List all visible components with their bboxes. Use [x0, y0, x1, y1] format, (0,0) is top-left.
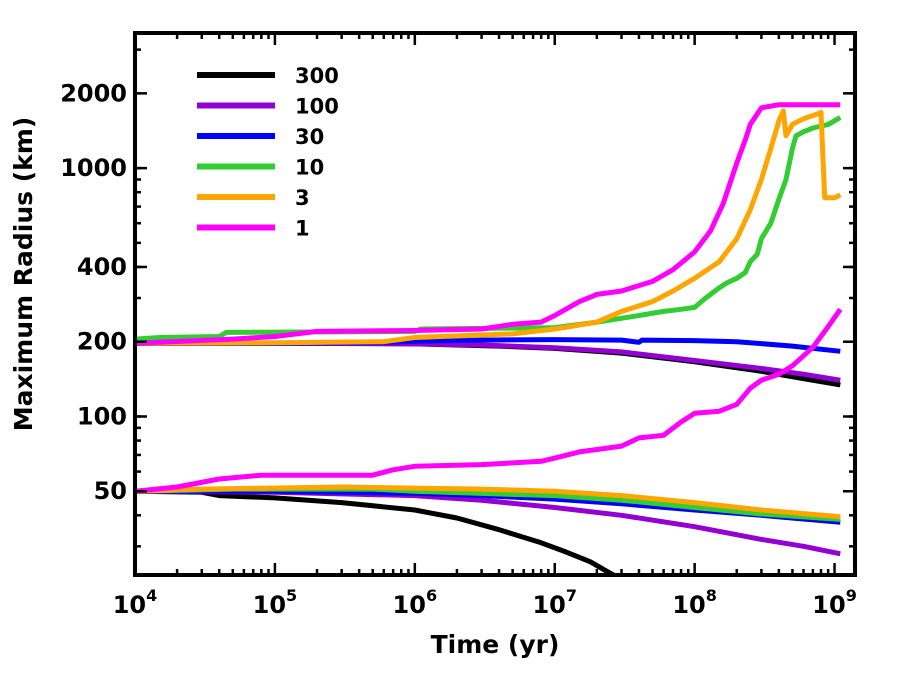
y-tick-label: 2000	[60, 79, 127, 107]
x-tick-label: 107	[532, 586, 577, 619]
series-layer	[135, 102, 843, 575]
legend-item-100: 100	[197, 95, 339, 119]
legend-label: 3	[295, 186, 310, 210]
series-line-1-high	[135, 102, 841, 346]
ticks-layer: 104 105 106 107 108 109 50 100 200 400 1000 2000	[60, 33, 857, 619]
series-line-300-low	[135, 488, 617, 575]
legend-label: 1	[295, 217, 310, 241]
y-tick-label: 400	[77, 253, 127, 281]
legend-label: 30	[295, 125, 324, 149]
legend-item-10: 10	[197, 156, 324, 180]
series-line-100-high	[135, 340, 841, 383]
x-tick-label: 109	[812, 586, 857, 619]
y-axis-title: Maximum Radius (km)	[9, 117, 38, 432]
y-tick-label: 200	[77, 328, 127, 356]
series-line-3-low	[135, 484, 841, 520]
plot-frame	[133, 31, 857, 577]
x-tick-label: 106	[393, 586, 438, 619]
series-line-100-low	[135, 488, 841, 557]
y-tick-label: 50	[94, 477, 127, 505]
x-tick-label: 108	[672, 586, 717, 619]
series-line-1-low	[135, 307, 843, 494]
x-tick-label: 105	[253, 586, 298, 619]
x-tick-label: 104	[113, 586, 158, 619]
legend-item-3: 3	[197, 186, 310, 210]
series-line-3-high	[135, 108, 842, 346]
legend-item-30: 30	[197, 125, 324, 149]
legend-label: 100	[295, 95, 339, 119]
legend-label: 300	[295, 64, 339, 88]
legend-item-1: 1	[197, 217, 310, 241]
legend-item-300: 300	[197, 64, 339, 88]
legend-label: 10	[295, 156, 324, 180]
legend: 300 100 30 10 3 1	[197, 64, 339, 241]
y-tick-label: 100	[77, 402, 127, 430]
x-axis-title: Time (yr)	[431, 630, 560, 659]
y-tick-label: 1000	[60, 154, 127, 182]
